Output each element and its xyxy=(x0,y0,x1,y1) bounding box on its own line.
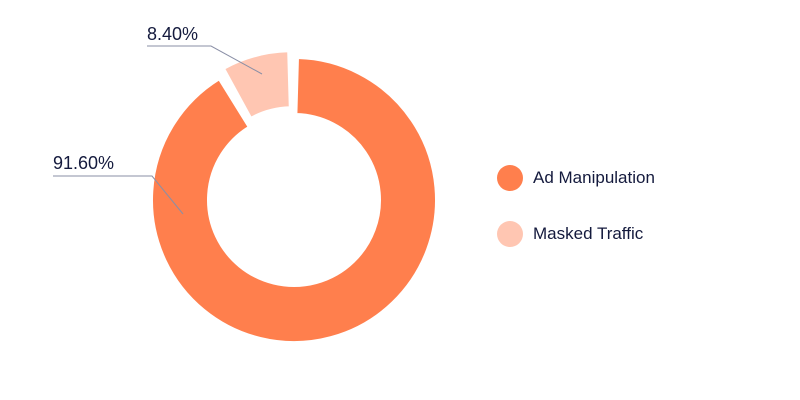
slice-label-ad-manipulation: 91.60% xyxy=(53,153,114,173)
legend-item-masked-traffic: Masked Traffic xyxy=(497,220,655,248)
legend-label-ad-manipulation: Ad Manipulation xyxy=(533,168,655,187)
legend-label-masked-traffic: Masked Traffic xyxy=(533,224,644,243)
slice-ad-manipulation xyxy=(151,57,437,343)
legend-item-ad-manipulation: Ad Manipulation xyxy=(497,164,655,192)
legend-swatch-ad-manipulation xyxy=(497,165,523,191)
slice-masked-traffic xyxy=(223,50,291,119)
leader-line-masked-traffic xyxy=(147,45,263,75)
legend: Ad Manipulation Masked Traffic xyxy=(497,164,655,276)
leader-line-ad-manipulation xyxy=(53,175,184,215)
legend-swatch-masked-traffic xyxy=(497,221,523,247)
slice-label-masked-traffic: 8.40% xyxy=(147,24,198,44)
